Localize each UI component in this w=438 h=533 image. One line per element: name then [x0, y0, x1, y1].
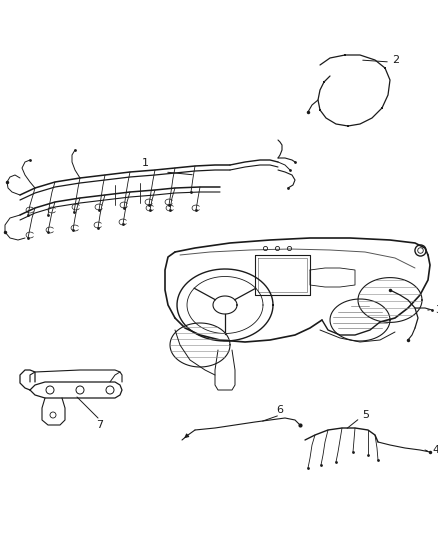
Text: 4: 4: [432, 445, 438, 455]
Text: 6: 6: [276, 405, 283, 415]
Text: 3: 3: [435, 305, 438, 315]
Text: 7: 7: [96, 420, 103, 430]
Text: 2: 2: [392, 55, 399, 65]
Text: 1: 1: [141, 158, 148, 168]
Text: 5: 5: [362, 410, 369, 420]
